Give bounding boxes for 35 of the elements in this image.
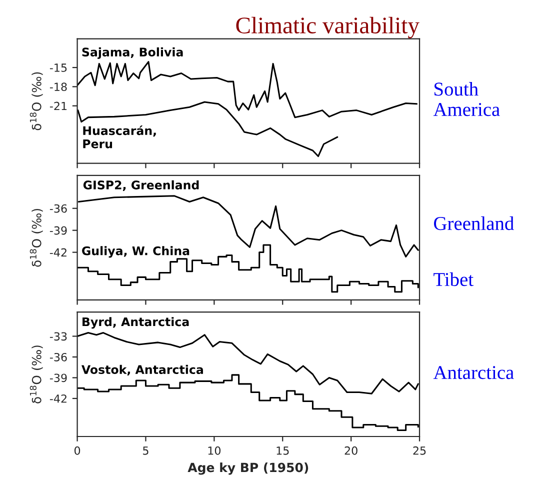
y-axis-title: δ$^{18}$O (‰): [30, 208, 43, 267]
series-label: Byrd, Antarctica: [82, 317, 189, 329]
y-tick-label: -42: [50, 248, 66, 257]
x-tick-label: 20: [344, 446, 358, 455]
y-tick-label: -39: [50, 374, 67, 382]
series-label: GISP2, Greenland: [83, 180, 199, 191]
series-label: Sajama, Bolivia: [82, 47, 183, 59]
y-tick-label: -42: [50, 394, 66, 403]
x-axis-title: Age ky BP (1950): [188, 462, 308, 475]
y-axis-title: δ$^{18}$O (‰): [30, 72, 43, 130]
text: Tibet: [434, 272, 474, 286]
y-tick-label: -21: [50, 102, 67, 110]
series-label: Vostok, Antarctica: [82, 364, 203, 376]
series-label: Guliya, W. China: [82, 246, 190, 258]
text: Antarctica: [433, 366, 514, 380]
y-tick-label: -15: [50, 64, 67, 72]
x-tick-label: 5: [143, 446, 148, 455]
series-label: Huascarán, Peru: [83, 125, 156, 148]
y-tick-label: -39: [50, 226, 67, 235]
y-tick-label: -36: [50, 352, 67, 362]
x-tick-label: 25: [413, 446, 426, 455]
y-tick-label: -33: [50, 332, 67, 341]
line-series: [77, 61, 418, 118]
line-series: [77, 101, 338, 158]
line-series: [78, 195, 419, 258]
x-tick-label: 0: [74, 446, 80, 455]
x-tick-label: 15: [276, 446, 289, 455]
text: South America: [433, 82, 500, 116]
text: Greenland: [434, 216, 514, 230]
chart-title: Climatic variability: [236, 16, 420, 38]
line-series: [77, 332, 419, 394]
y-axis-title: δ$^{18}$O (‰): [30, 346, 43, 404]
x-tick-label: 10: [208, 446, 221, 455]
y-tick-label: -18: [50, 82, 67, 92]
y-tick-label: -36: [50, 204, 67, 213]
